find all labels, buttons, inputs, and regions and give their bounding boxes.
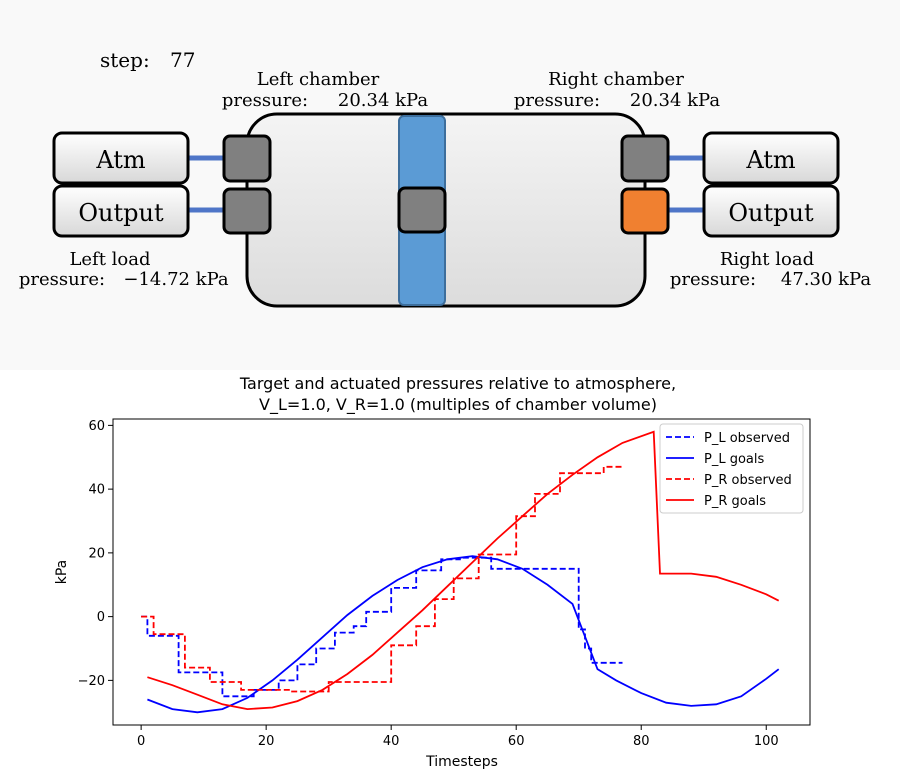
right-output-valve-active[interactable] [620,187,670,235]
right-load-pressure-value: 47.30 kPa [781,269,871,290]
y-tick-label: −20 [78,674,105,689]
legend-box [659,423,804,514]
step-label: step: [100,48,150,72]
left-output-label: Output [78,199,164,227]
plot-frame [112,418,811,726]
left-output-box[interactable] [52,184,190,238]
left-atm-label: Atm [95,146,146,174]
pressure-chart: Target and actuated pressures relative t… [54,374,811,770]
plot-area: 0 20 40 60 80 100 −20 0 20 40 60 P_L observed P_L go… [78,418,811,749]
right-output-box[interactable] [702,184,840,238]
right-chamber-title: Right chamber [548,69,684,90]
right-output-label: Output [728,199,814,227]
legend-label: P_R goals [704,494,766,509]
left-chamber-pressure-label: pressure: [222,90,308,111]
left-chamber-pressure-value: 20.34 kPa [338,90,428,111]
left-atm-valve[interactable] [222,134,272,183]
right-load-title: Right load [720,249,814,270]
left-load-pressure-value: −14.72 kPa [123,269,229,290]
right-atm-label: Atm [745,146,796,174]
x-tick-label: 100 [754,734,779,749]
right-load-pressure-label: pressure: [670,269,756,290]
y-tick-label: 40 [88,483,105,498]
left-atm-box[interactable] [52,131,190,185]
right-atm-valve[interactable] [620,134,670,183]
y-tick-label: 20 [88,546,105,561]
x-tick-label: 0 [137,734,145,749]
left-load-title: Left load [69,249,150,270]
right-chamber-pressure-label: pressure: [514,90,600,111]
pneumatic-simulation-view: step: 77 Left chamber pressure: 20.34 kP… [0,0,900,370]
x-tick-label: 80 [633,734,650,749]
series-line-p-r-goals [147,430,780,711]
chart-title-line-2: V_L=1.0, V_R=1.0 (multiples of chamber v… [259,395,657,415]
series-line-p-r-observed [141,465,623,693]
left-load-pressure-label: pressure: [19,269,105,290]
x-tick-label: 40 [383,734,400,749]
y-tick-label: 60 [88,419,105,434]
right-atm-box[interactable] [702,131,840,185]
y-tick-label: 0 [97,610,105,625]
piston-valve[interactable] [397,186,447,234]
chart-title-line-1: Target and actuated pressures relative t… [239,374,676,393]
legend-label: P_L goals [704,452,764,467]
x-tick-label: 20 [258,734,275,749]
x-tick-label: 60 [508,734,525,749]
y-axis-label: kPa [54,560,70,585]
legend-label: P_L observed [704,431,790,446]
left-chamber-title: Left chamber [257,69,380,90]
x-axis-label: Timesteps [425,754,498,770]
legend-label: P_R observed [704,473,792,488]
right-chamber-pressure-value: 20.34 kPa [630,90,720,111]
series-line-p-l-goals [147,555,780,714]
step-value: 77 [170,48,195,72]
left-output-valve[interactable] [222,187,272,235]
series-line-p-l-observed [141,556,623,698]
